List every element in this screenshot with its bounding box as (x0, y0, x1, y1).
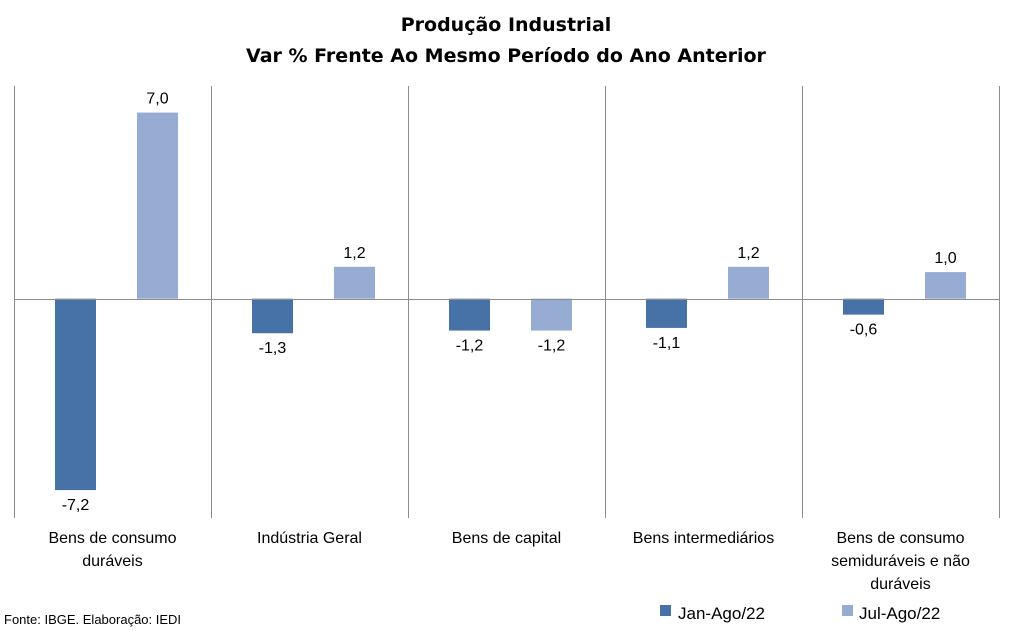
bar-jan-ago-4 (843, 298, 884, 315)
legend-swatch (660, 605, 671, 616)
data-label: -1,3 (259, 340, 287, 357)
data-label: 7,0 (146, 91, 168, 108)
category-label: Bens de consumo (836, 530, 964, 547)
data-label: 1,0 (934, 250, 956, 267)
legend-label: Jan-Ago/22 (678, 604, 765, 623)
category-label: duráveis (870, 576, 930, 593)
data-label: -1,2 (456, 338, 484, 355)
chart-title: Produção Industrial (401, 14, 612, 36)
category-dividers (14, 86, 1000, 518)
category-label: Bens de capital (452, 530, 561, 547)
bar-jan-ago-2 (449, 298, 490, 331)
category-label: Indústria Geral (257, 530, 362, 547)
bar-jan-ago-3 (646, 298, 687, 328)
data-labels: -7,2 -1,3 -1,2 -1,1 -0,6 7,0 1,2 -1,2 1,2 1,0 (62, 91, 957, 515)
data-label: 1,2 (343, 245, 365, 262)
legend-swatch (842, 605, 853, 616)
data-label: -1,2 (538, 338, 566, 355)
bar-jan-ago-0 (55, 298, 96, 491)
category-label: Bens de consumo (48, 530, 176, 547)
data-label: -0,6 (850, 322, 878, 339)
data-label: 1,2 (737, 245, 759, 262)
bar-jul-ago-2 (531, 298, 572, 331)
category-label: duráveis (82, 553, 142, 570)
data-label: -7,2 (62, 497, 90, 514)
legend-label: Jul-Ago/22 (859, 604, 940, 623)
bar-jul-ago-4 (925, 272, 966, 299)
bar-jul-ago-1 (334, 266, 375, 299)
source-note: Fonte: IBGE. Elaboração: IEDI (4, 612, 181, 627)
category-label: Bens intermediários (633, 530, 774, 547)
bar-jul-ago-0 (137, 112, 178, 299)
bar-jan-ago-1 (252, 298, 293, 334)
bar-jul-ago-3 (728, 266, 769, 299)
legend: Jan-Ago/22 Jul-Ago/22 (660, 604, 940, 623)
data-label: -1,1 (653, 335, 681, 352)
chart-subtitle: Var % Frente Ao Mesmo Período do Ano Ant… (246, 45, 767, 67)
category-labels: Bens de consumo duráveis Indústria Geral Be… (48, 530, 970, 593)
bars (55, 112, 966, 491)
category-label: semiduráveis e não (831, 553, 970, 570)
